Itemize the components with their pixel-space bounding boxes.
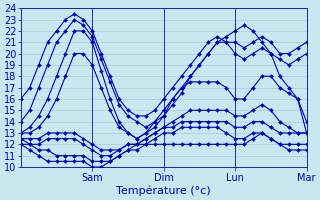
X-axis label: Température (°c): Température (°c)	[116, 185, 211, 196]
